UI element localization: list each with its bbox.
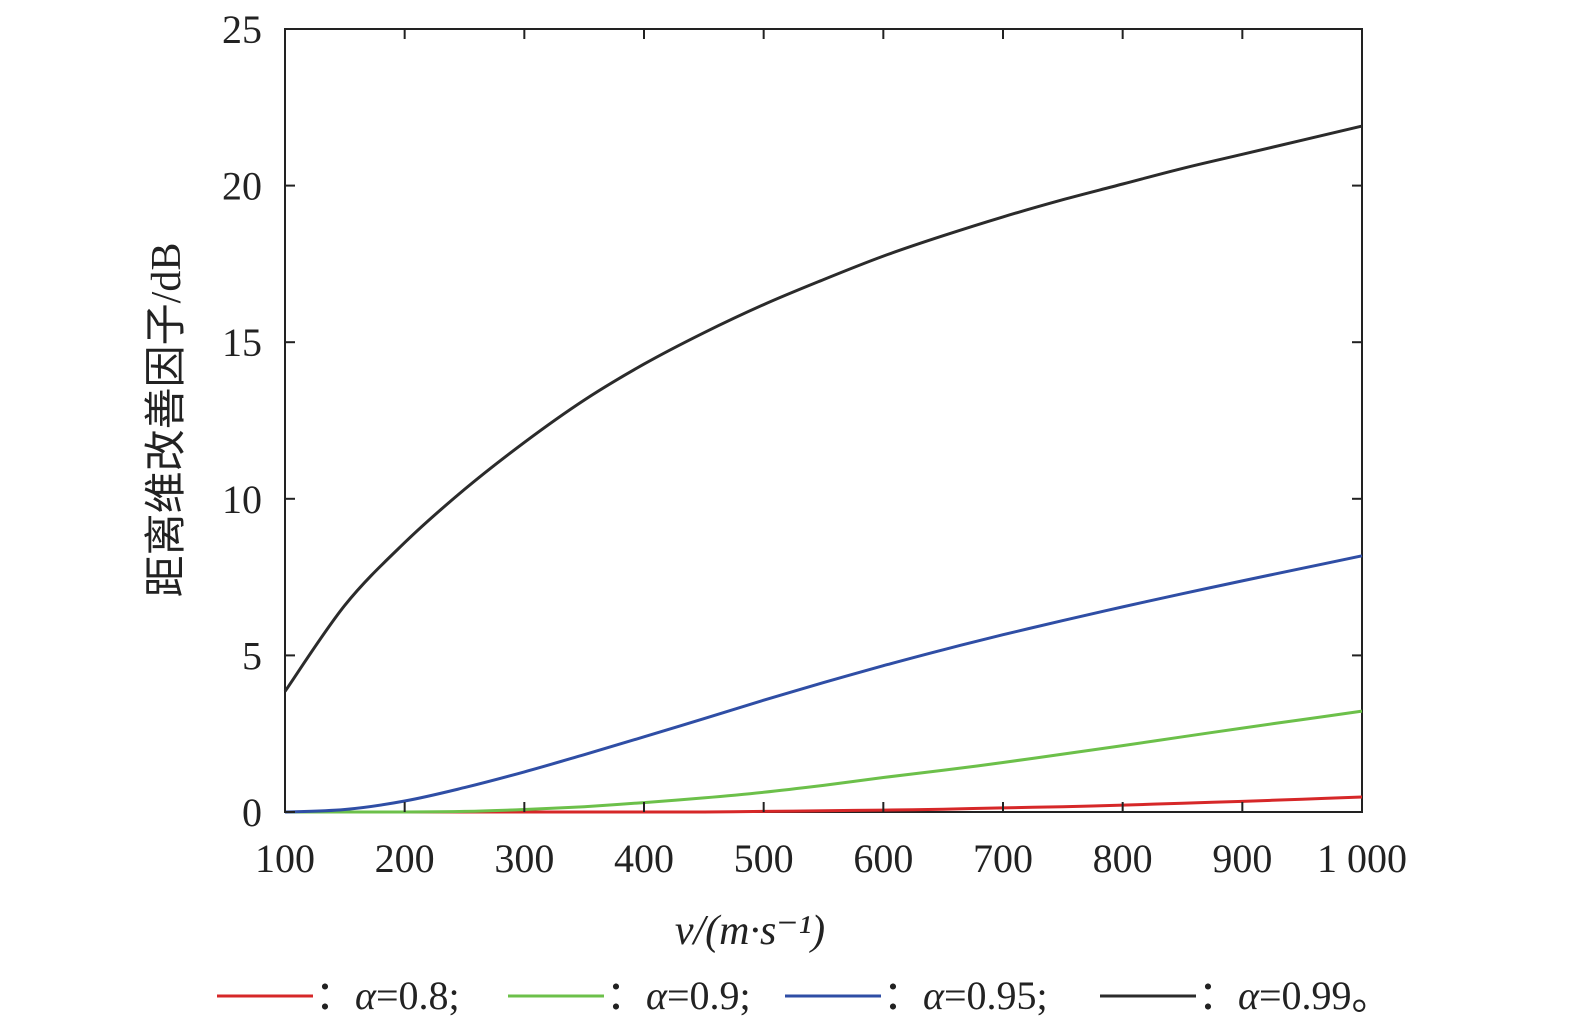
x-tick-label: 600 <box>853 836 913 881</box>
y-tick-label: 5 <box>242 633 262 678</box>
x-tick-label: 500 <box>734 836 794 881</box>
legend-label-4: ：α=0.99。 <box>1198 973 1392 1018</box>
axis-ticks <box>284 28 1363 813</box>
y-axis-title: 距离维改善因子/dB <box>143 243 190 598</box>
x-axis-title: v/(m·s⁻¹) <box>675 908 825 954</box>
x-tick-label: 400 <box>614 836 674 881</box>
legend-label-1: ：α=0.8; <box>315 973 460 1018</box>
y-tick-label: 20 <box>222 164 262 209</box>
x-tick-label: 1 000 <box>1317 836 1407 881</box>
legend: ：α=0.8; ：α=0.9; ：α=0.95; ：α=0.99。 <box>217 973 1392 1018</box>
series-line-2 <box>285 709 1363 814</box>
plot-area-border <box>284 28 1363 813</box>
x-tick-label: 700 <box>973 836 1033 881</box>
plot-frame <box>284 28 1363 813</box>
legend-label-3: ：α=0.95; <box>883 973 1048 1018</box>
y-tick-label: 25 <box>222 7 262 52</box>
series-line-3 <box>284 554 1363 814</box>
x-tick-label: 200 <box>375 836 435 881</box>
legend-label-2: ：α=0.9; <box>606 973 751 1018</box>
x-tick-label: 300 <box>494 836 554 881</box>
y-tick-label: 0 <box>242 790 262 835</box>
x-tick-label: 800 <box>1093 836 1153 881</box>
y-tick-label: 10 <box>222 477 262 522</box>
series-line-4 <box>283 124 1363 693</box>
tick-labels: 100 200 300 400 500 600 700 800 900 1 000 0 5 10 15 20… <box>222 7 1407 881</box>
x-tick-label: 900 <box>1212 836 1272 881</box>
series-line-1 <box>285 795 1363 814</box>
y-tick-label: 15 <box>222 320 262 365</box>
series-lines <box>283 124 1363 814</box>
x-tick-label: 100 <box>255 836 315 881</box>
